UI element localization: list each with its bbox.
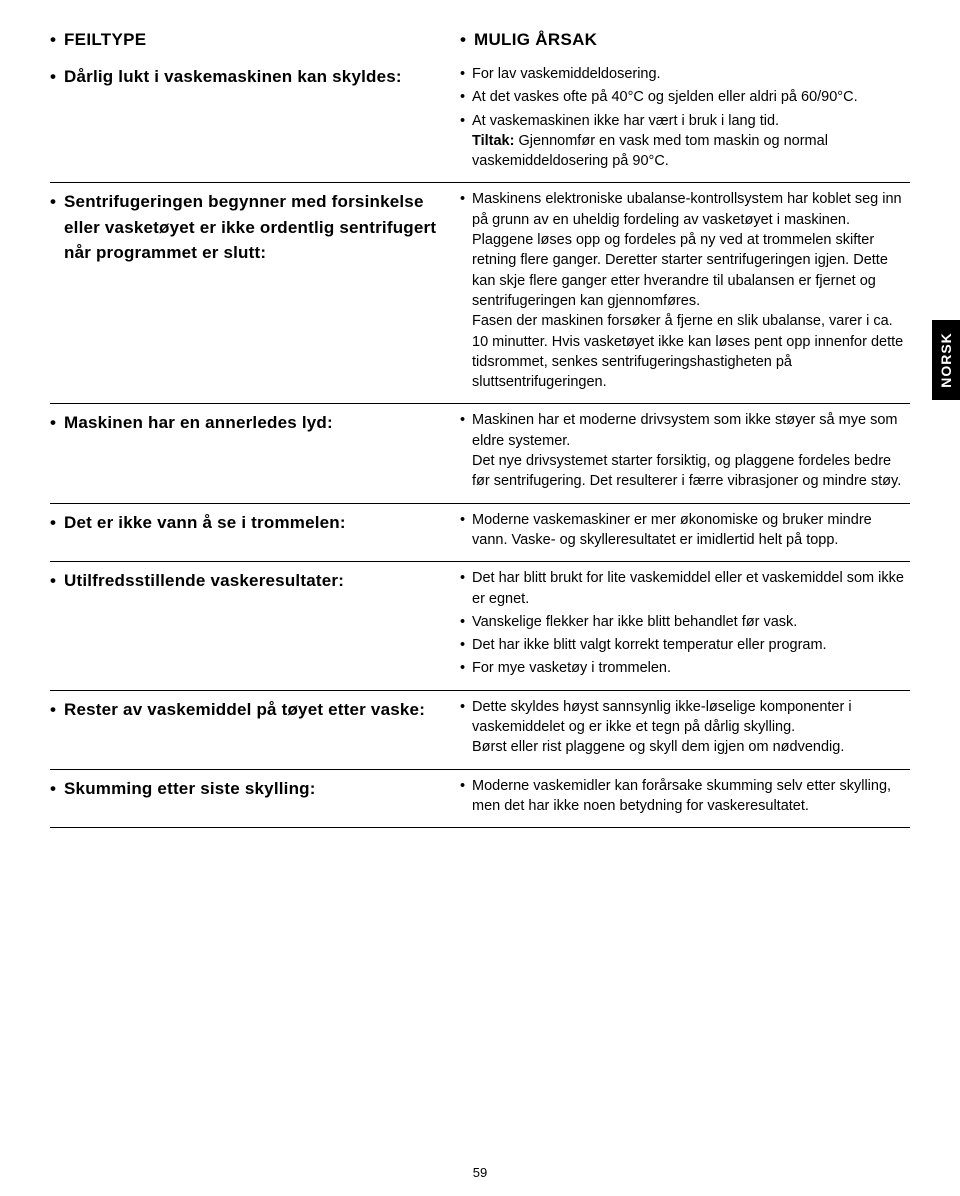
fault-type-cell: •Rester av vaskemiddel på tøyet etter va… xyxy=(50,697,440,761)
cause-cell: •Moderne vaskemidler kan forårsake skumm… xyxy=(460,776,910,820)
table-row: •Maskinen har en annerledes lyd:•Maskine… xyxy=(50,404,910,503)
table-header: •FEILTYPE •MULIG ÅRSAK xyxy=(50,30,910,52)
language-tab-text: NORSK xyxy=(938,332,954,388)
cause-text: Det har blitt brukt for lite vaskemiddel… xyxy=(472,568,910,609)
cause-cell: •Det har blitt brukt for lite vaskemidde… xyxy=(460,568,910,681)
cause-item: •Det har ikke blitt valgt korrekt temper… xyxy=(460,635,910,655)
cause-item: •At vaskemaskinen ikke har vært i bruk i… xyxy=(460,111,910,172)
cause-item: •Moderne vaskemaskiner er mer økonomiske… xyxy=(460,510,910,551)
cause-item: •Dette skyldes høyst sannsynlig ikke-løs… xyxy=(460,697,910,758)
fault-type-text: Det er ikke vann å se i trommelen: xyxy=(64,510,440,536)
header-left: •FEILTYPE xyxy=(50,30,440,52)
cause-item: •Maskinen har et moderne drivsystem som … xyxy=(460,410,910,491)
cause-cell: •For lav vaskemiddeldosering. •At det vas… xyxy=(460,64,910,174)
cause-item: •Det har blitt brukt for lite vaskemidde… xyxy=(460,568,910,609)
fault-type-text: Rester av vaskemiddel på tøyet etter vas… xyxy=(64,697,440,723)
fault-type-cell: •Utilfredsstillende vaskeresultater: xyxy=(50,568,440,681)
cause-item: •For mye vasketøy i trommelen. xyxy=(460,658,910,678)
cause-item: •At det vaskes ofte på 40°C og sjelden e… xyxy=(460,87,910,107)
table-row: •Rester av vaskemiddel på tøyet etter va… xyxy=(50,691,910,770)
fault-type-cell: •Maskinen har en annerledes lyd: xyxy=(50,410,440,494)
cause-cell: •Moderne vaskemaskiner er mer økonomiske… xyxy=(460,510,910,554)
fault-type-text: Dårlig lukt i vaskemaskinen kan skyldes: xyxy=(64,64,440,90)
fault-type-cell: •Skumming etter siste skylling: xyxy=(50,776,440,820)
cause-item: •Vanskelige flekker har ikke blitt behan… xyxy=(460,612,910,632)
table-row: •Skumming etter siste skylling: •Moderne … xyxy=(50,770,910,829)
cause-text: Det har ikke blitt valgt korrekt tempera… xyxy=(472,635,910,655)
fault-type-text: Maskinen har en annerledes lyd: xyxy=(64,410,440,436)
fault-type-text: Skumming etter siste skylling: xyxy=(64,776,440,802)
cause-cell: •Maskinens elektroniske ubalanse-kontrol… xyxy=(460,189,910,395)
cause-text: Vanskelige flekker har ikke blitt behand… xyxy=(472,612,910,632)
page-number: 59 xyxy=(473,1165,487,1180)
cause-text: At det vaskes ofte på 40°C og sjelden el… xyxy=(472,87,910,107)
fault-type-cell: •Det er ikke vann å se i trommelen: xyxy=(50,510,440,554)
troubleshoot-table: •Dårlig lukt i vaskemaskinen kan skyldes… xyxy=(50,58,910,828)
cause-text: Maskinen har et moderne drivsystem som i… xyxy=(472,410,910,491)
cause-text: At vaskemaskinen ikke har vært i bruk i … xyxy=(472,111,910,172)
cause-item: •Moderne vaskemidler kan forårsake skumm… xyxy=(460,776,910,817)
language-tab: NORSK xyxy=(932,320,960,400)
cause-text: For lav vaskemiddeldosering. xyxy=(472,64,910,84)
cause-text: Dette skyldes høyst sannsynlig ikke-løse… xyxy=(472,697,910,758)
header-right-text: MULIG ÅRSAK xyxy=(474,30,910,50)
cause-cell: •Maskinen har et moderne drivsystem som … xyxy=(460,410,910,494)
fault-type-cell: •Dårlig lukt i vaskemaskinen kan skyldes… xyxy=(50,64,440,174)
cause-cell: •Dette skyldes høyst sannsynlig ikke-løs… xyxy=(460,697,910,761)
table-row: •Dårlig lukt i vaskemaskinen kan skyldes… xyxy=(50,58,910,183)
fault-type-text: Sentrifugeringen begynner med forsinkels… xyxy=(64,189,440,266)
cause-text: Moderne vaskemidler kan forårsake skummi… xyxy=(472,776,910,817)
table-row: •Sentrifugeringen begynner med forsinkel… xyxy=(50,183,910,404)
table-row: •Det er ikke vann å se i trommelen: •Mode… xyxy=(50,504,910,563)
fault-type-cell: •Sentrifugeringen begynner med forsinkel… xyxy=(50,189,440,395)
cause-text: Maskinens elektroniske ubalanse-kontroll… xyxy=(472,189,910,392)
header-right: •MULIG ÅRSAK xyxy=(460,30,910,52)
cause-text: For mye vasketøy i trommelen. xyxy=(472,658,910,678)
fault-type-text: Utilfredsstillende vaskeresultater: xyxy=(64,568,440,594)
cause-item: •For lav vaskemiddeldosering. xyxy=(460,64,910,84)
table-row: •Utilfredsstillende vaskeresultater: •Det… xyxy=(50,562,910,690)
cause-item: •Maskinens elektroniske ubalanse-kontrol… xyxy=(460,189,910,392)
cause-text: Moderne vaskemaskiner er mer økonomiske … xyxy=(472,510,910,551)
header-left-text: FEILTYPE xyxy=(64,30,440,50)
